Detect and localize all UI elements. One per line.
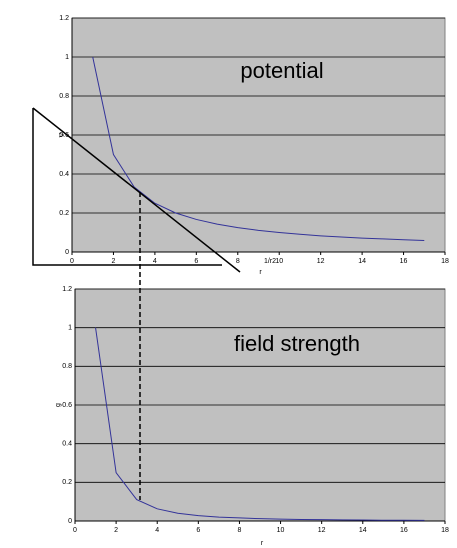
x-tick-label: 18 [441,258,449,265]
y-tick-label: 0.8 [59,93,69,100]
triangle [32,108,222,266]
y-tick-label: 1.2 [59,15,69,22]
x-tick-label: 0 [73,527,77,534]
x-tick-label: 4 [153,258,157,265]
y-tick-label: 1.2 [62,286,72,293]
x-tick-label: 10 [275,258,283,265]
data-line [95,327,425,521]
y-tick-label: 0 [68,518,72,525]
x-tick-label: 14 [358,258,366,265]
annotation: 1/r2 [264,258,276,265]
x-tick-label: 0 [70,258,74,265]
x-tick-label: 16 [400,527,408,534]
charts: 00.20.40.60.811.20 2 4 6 8 10 12 14 16 18rVpotent… [55,15,449,547]
y-tick-label: 0.4 [59,171,69,178]
x-tick-label: 18 [441,527,449,534]
x-tick-label: 8 [237,527,241,534]
y-axis-label: g [55,403,62,407]
data-line [92,56,425,241]
x-tick-label: 10 [277,527,285,534]
x-tick-label: 4 [155,527,159,534]
x-axis-label: r [261,540,264,547]
x-tick-label: 6 [196,527,200,534]
x-tick-label: 14 [359,527,367,534]
y-tick-label: 1 [65,54,69,61]
x-tick-label: 6 [194,258,198,265]
y-tick-label: 0.2 [59,210,69,217]
y-tick-label: 0.2 [62,479,72,486]
y-axis-label: V [59,132,66,137]
x-tick-label: 12 [317,258,325,265]
y-tick-label: 1 [68,325,72,332]
x-tick-label: 2 [111,258,115,265]
y-tick-label: 0.4 [62,441,72,448]
chart-title: field strength [234,331,360,356]
x-axis-label: r [259,269,262,276]
x-tick-label: 8 [236,258,240,265]
x-tick-label: 12 [318,527,326,534]
x-tick-label: 2 [114,527,118,534]
tangent-line [32,107,241,273]
y-tick-label: 0 [65,249,69,256]
y-tick-label: 0.6 [59,132,69,139]
x-tick-label: 16 [400,258,408,265]
y-tick-label: 0.6 [62,402,72,409]
chart-title: potential [240,58,323,83]
y-tick-label: 0.8 [62,363,72,370]
overlay [32,107,241,500]
